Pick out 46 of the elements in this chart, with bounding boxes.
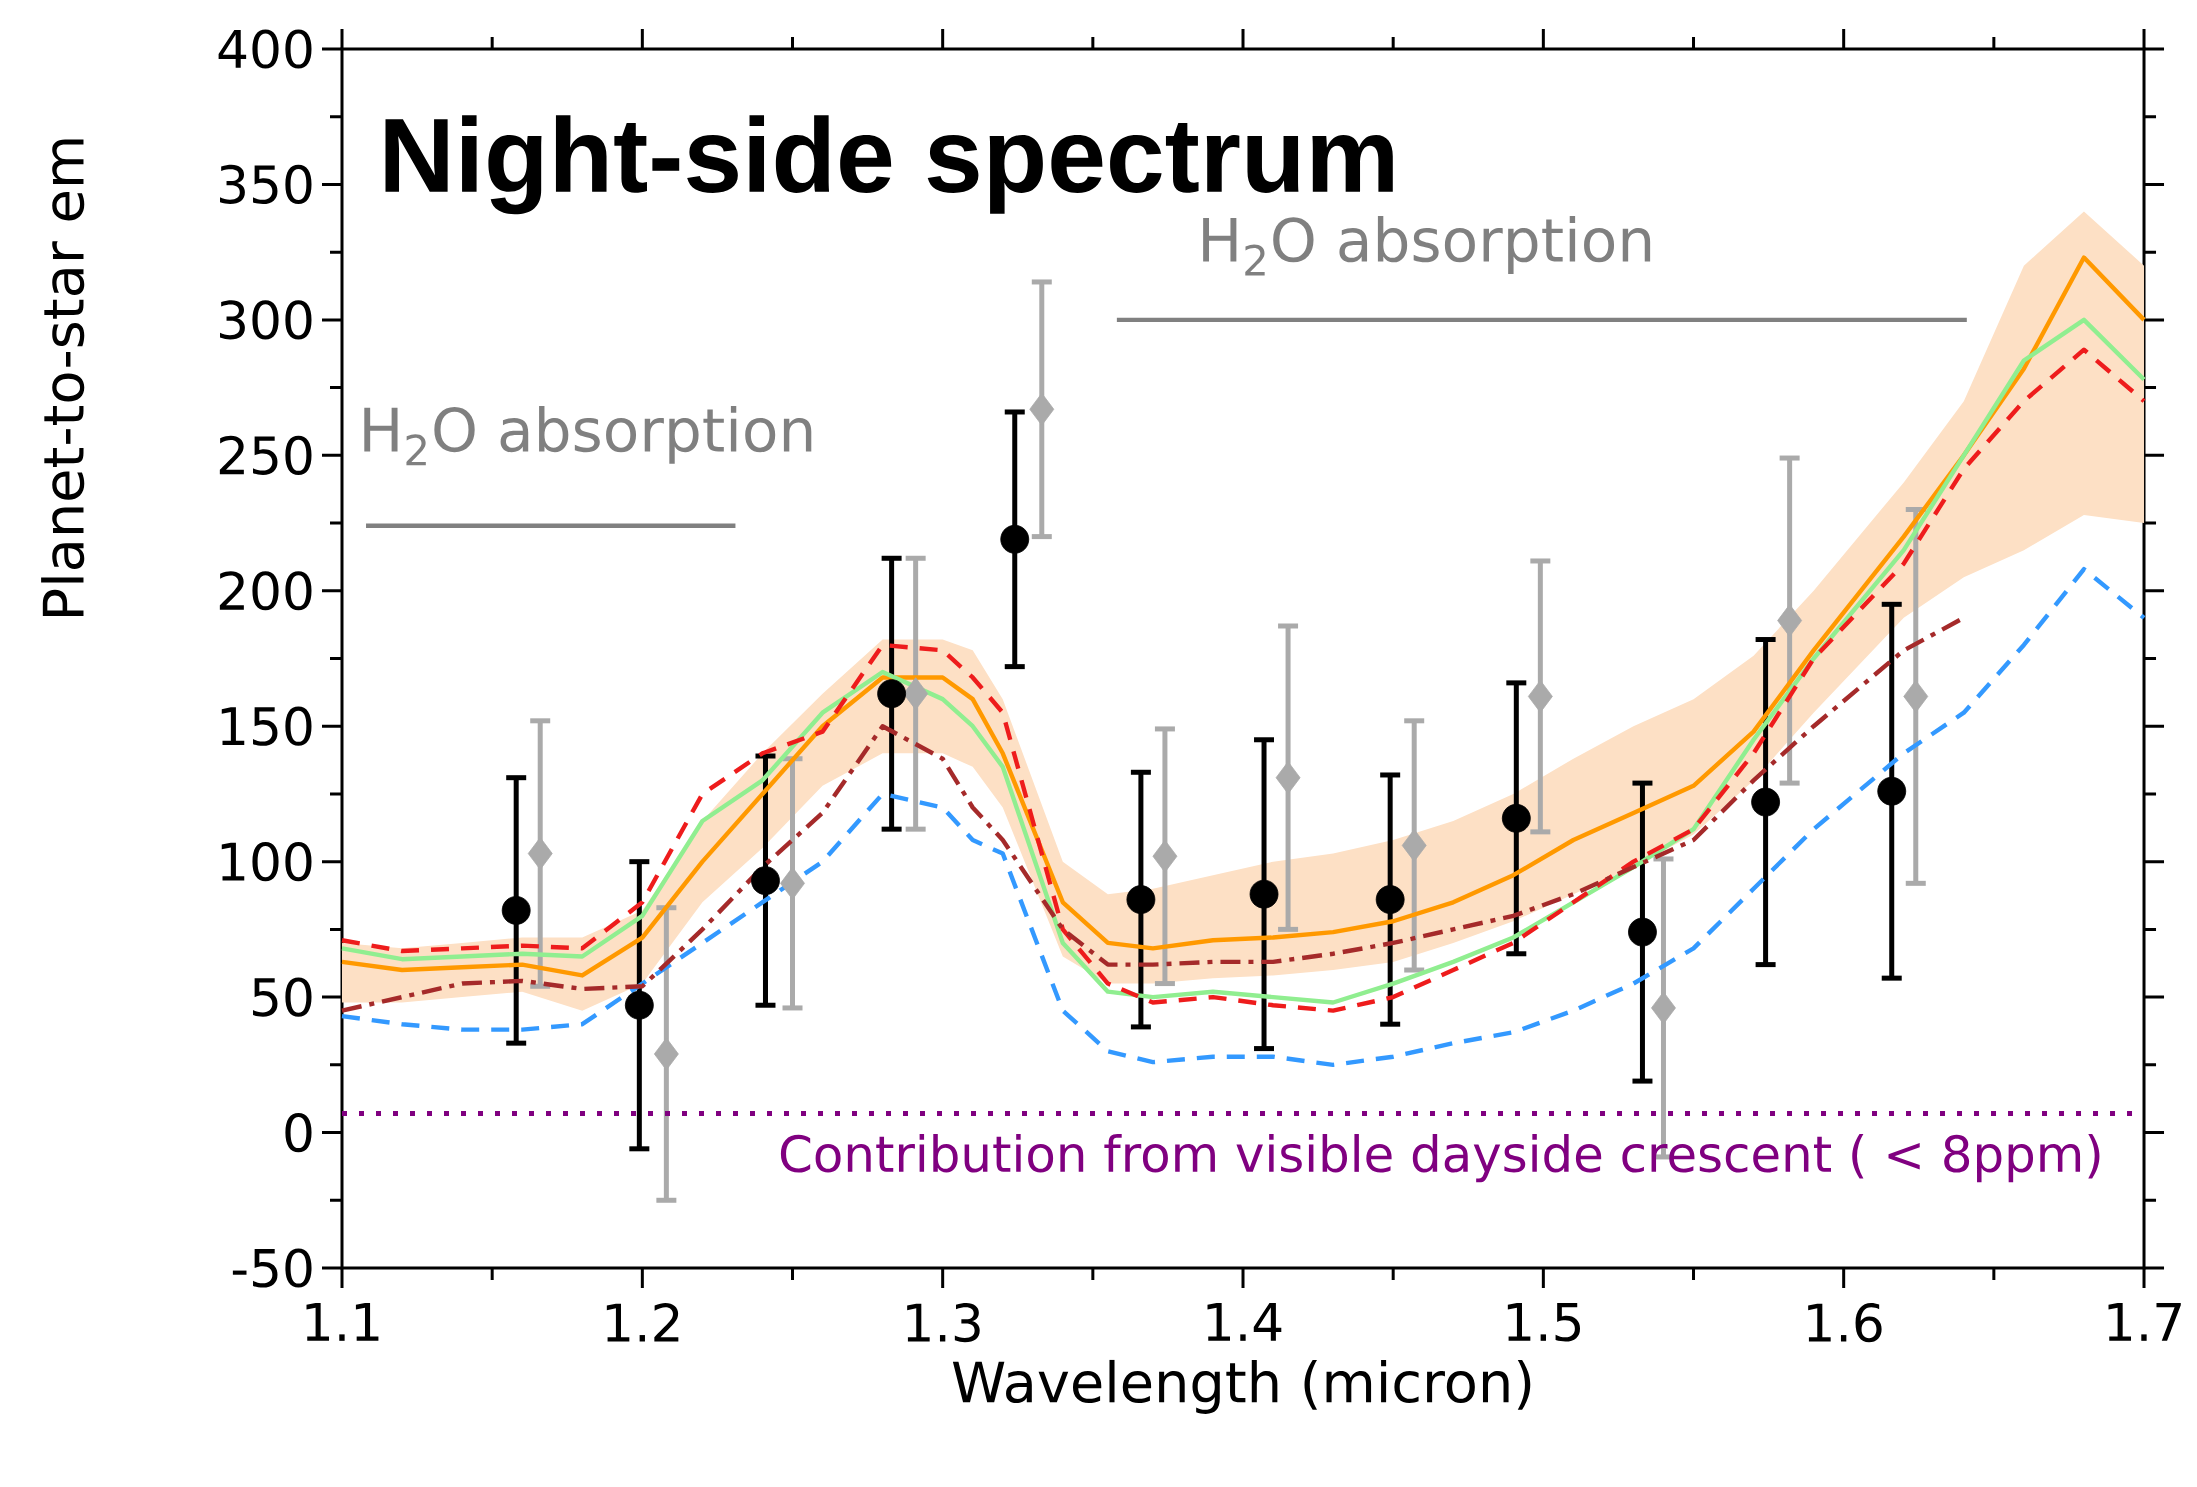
y-tick-label: 400 bbox=[218, 29, 312, 69]
x-tick-label: 1.7 bbox=[2108, 1303, 2181, 1341]
point bbox=[1000, 524, 1030, 554]
line-series bbox=[339, 566, 2147, 1068]
annotation: H$_{2}$O absorption bbox=[364, 405, 812, 466]
x-tick-label: 1.3 bbox=[907, 1303, 980, 1343]
point bbox=[1126, 885, 1156, 914]
y-tick-label: 350 bbox=[220, 164, 312, 205]
x-tick-label: 1.6 bbox=[1808, 1303, 1882, 1343]
point bbox=[903, 677, 929, 711]
y-tick-label: 200 bbox=[219, 571, 312, 611]
point bbox=[1249, 879, 1279, 909]
x-tick-label: 1.1 bbox=[306, 1303, 379, 1341]
point bbox=[877, 679, 907, 709]
ref-line-label: Contribution from visible dayside crescent ( < 8ppm) bbox=[780, 1133, 2100, 1183]
point bbox=[1275, 761, 1301, 795]
point bbox=[1777, 604, 1803, 637]
point bbox=[1375, 885, 1405, 914]
point bbox=[1152, 839, 1178, 873]
point bbox=[527, 837, 553, 870]
x-axis-title: Wavelength (micron) bbox=[952, 1359, 1531, 1414]
y-tick-label: 0 bbox=[285, 1112, 312, 1153]
text: Night-side spectrum bbox=[385, 115, 1393, 215]
y-axis-title: Planet-to-star em bbox=[41, 139, 85, 616]
point bbox=[1401, 829, 1427, 862]
point bbox=[1029, 392, 1055, 426]
point bbox=[1877, 776, 1907, 806]
point bbox=[1628, 917, 1657, 947]
y-tick-label: 150 bbox=[221, 706, 312, 746]
y-tick-label: 250 bbox=[219, 435, 312, 475]
x-tick-label: 1.4 bbox=[1207, 1303, 1282, 1341]
x-tick-label: 1.2 bbox=[606, 1303, 679, 1342]
point bbox=[653, 1037, 679, 1071]
point bbox=[501, 896, 531, 925]
annotation: H$_{2}$O absorption bbox=[1203, 216, 1651, 276]
point bbox=[1903, 680, 1929, 713]
y-tick-label: -50 bbox=[232, 1248, 312, 1288]
x-tick-label: 1.5 bbox=[1507, 1303, 1581, 1342]
y-tick-label: 300 bbox=[220, 300, 312, 340]
point bbox=[1501, 803, 1531, 833]
y-tick-label: 50 bbox=[253, 977, 312, 1017]
y-tick-label: 100 bbox=[221, 842, 312, 882]
point bbox=[1527, 680, 1553, 713]
point bbox=[751, 866, 780, 896]
point bbox=[624, 990, 654, 1020]
point bbox=[1751, 787, 1780, 817]
